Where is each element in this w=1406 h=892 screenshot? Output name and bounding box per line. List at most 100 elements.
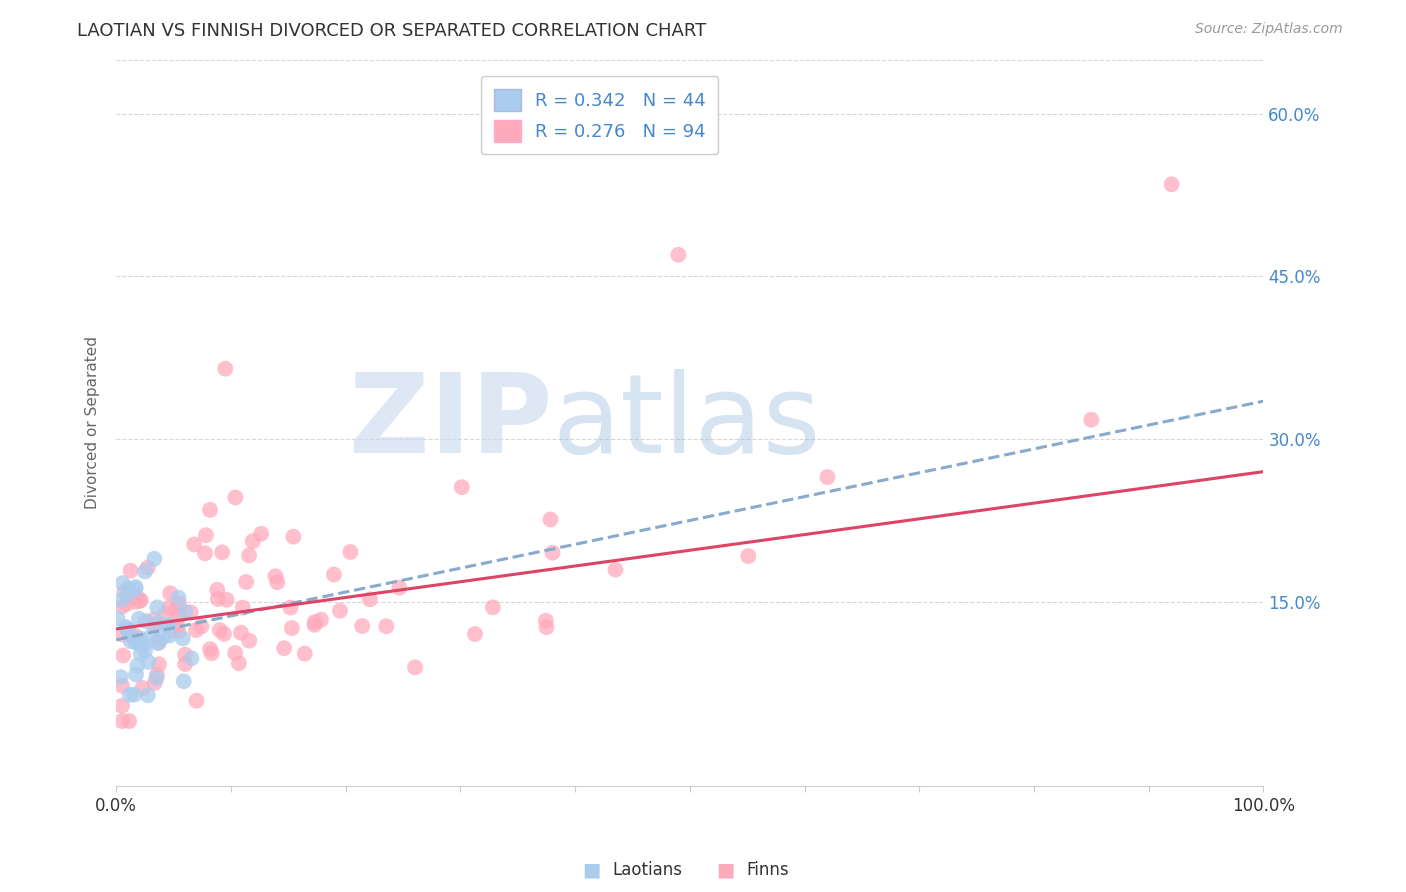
Point [117, 588, 139, 602]
Point [111, 599, 134, 614]
Point [111, 679, 134, 693]
Point [208, 623, 231, 637]
Point [167, 609, 190, 624]
Point [464, 627, 486, 641]
Point [110, 593, 132, 607]
Point [304, 617, 326, 632]
Point [125, 634, 148, 648]
Point [212, 627, 235, 641]
Point [134, 644, 156, 658]
Point [215, 592, 238, 607]
Point [159, 586, 181, 600]
Point [450, 480, 472, 494]
Text: Source: ZipAtlas.com: Source: ZipAtlas.com [1195, 22, 1343, 37]
Point [207, 591, 229, 606]
Legend: R = 0.342   N = 44, R = 0.276   N = 94: R = 0.342 N = 44, R = 0.276 N = 94 [481, 76, 718, 154]
Point [129, 638, 152, 652]
Point [167, 591, 190, 605]
Point [352, 619, 374, 633]
Point [180, 651, 202, 665]
Point [266, 575, 288, 590]
Point [125, 667, 148, 681]
Point [146, 636, 169, 650]
Point [304, 615, 326, 629]
Point [148, 657, 170, 672]
Point [339, 545, 361, 559]
Point [375, 619, 398, 633]
Point [136, 688, 159, 702]
Point [280, 600, 302, 615]
Point [184, 623, 207, 637]
Point [817, 470, 839, 484]
Text: Laotians: Laotians [613, 861, 682, 879]
Point [125, 595, 148, 609]
Point [329, 604, 352, 618]
Point [166, 602, 188, 616]
Point [167, 597, 190, 611]
Point [129, 593, 152, 607]
Point [117, 582, 139, 596]
Point [388, 581, 411, 595]
Point [198, 642, 221, 657]
Point [737, 549, 759, 563]
Text: LAOTIAN VS FINNISH DIVORCED OR SEPARATED CORRELATION CHART: LAOTIAN VS FINNISH DIVORCED OR SEPARATED… [77, 22, 707, 40]
Point [534, 614, 557, 628]
Point [132, 637, 155, 651]
Point [323, 567, 346, 582]
Point [153, 629, 176, 643]
Point [264, 569, 287, 583]
Point [238, 549, 260, 563]
Point [124, 582, 146, 596]
Point [138, 655, 160, 669]
Point [111, 698, 134, 713]
Point [117, 623, 139, 637]
Point [200, 646, 222, 660]
Point [172, 632, 194, 646]
Point [190, 619, 212, 633]
Point [235, 574, 257, 589]
Point [250, 526, 273, 541]
Point [135, 614, 157, 628]
Point [194, 546, 217, 560]
Point [238, 633, 260, 648]
Point [111, 714, 134, 728]
Point [129, 637, 152, 651]
Point [146, 667, 169, 681]
Point [166, 619, 188, 633]
Point [224, 491, 246, 505]
Point [157, 618, 180, 632]
Point [155, 607, 177, 621]
Point [309, 613, 332, 627]
Point [232, 600, 254, 615]
Point [143, 676, 166, 690]
Point [207, 582, 229, 597]
Point [180, 606, 202, 620]
Point [120, 634, 142, 648]
Text: atlas: atlas [553, 369, 821, 476]
Point [114, 620, 136, 634]
Point [122, 628, 145, 642]
Point [174, 657, 197, 671]
Point [131, 681, 153, 695]
Point [118, 688, 141, 702]
Point [124, 580, 146, 594]
Point [605, 563, 627, 577]
Point [174, 605, 197, 619]
Point [114, 585, 136, 599]
Point [536, 620, 558, 634]
Point [167, 624, 190, 639]
Point [143, 618, 166, 632]
Point [125, 590, 148, 604]
Point [111, 627, 134, 641]
Point [146, 600, 169, 615]
Point [404, 660, 426, 674]
Point [541, 546, 564, 560]
Point [141, 629, 163, 643]
Point [281, 621, 304, 635]
Text: Finns: Finns [747, 861, 789, 879]
Point [128, 593, 150, 607]
Point [194, 528, 217, 542]
Point [142, 612, 165, 626]
Point [112, 648, 135, 663]
Point [120, 564, 142, 578]
